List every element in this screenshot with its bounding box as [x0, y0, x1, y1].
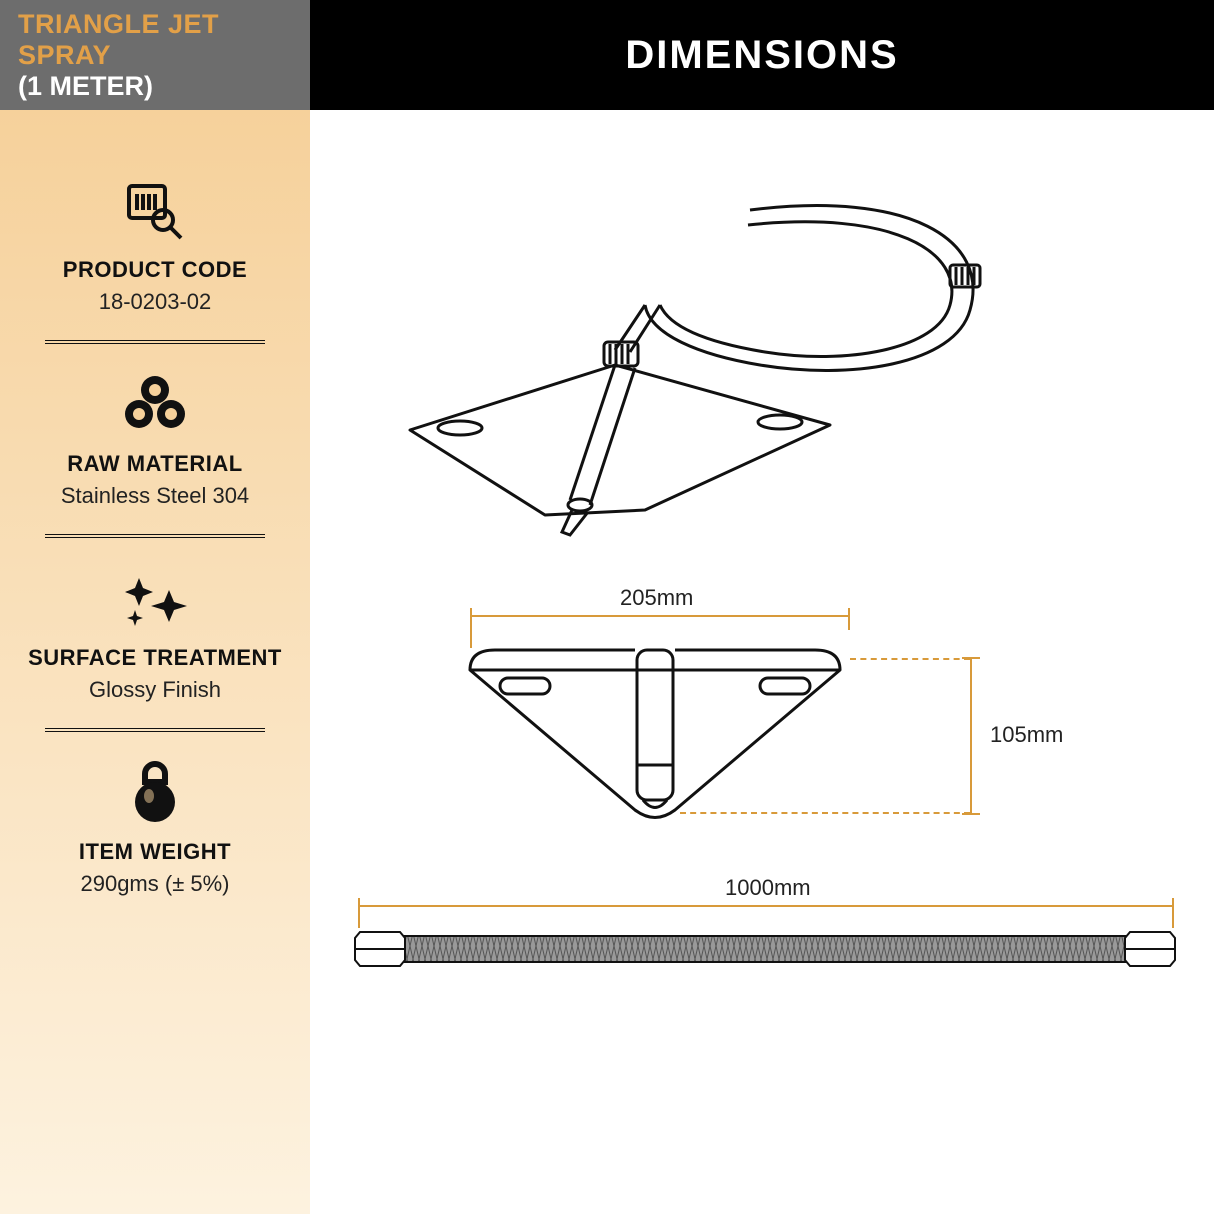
dim-length-label: 1000mm: [725, 875, 811, 901]
spec-label: PRODUCT CODE: [20, 257, 290, 283]
main: PRODUCT CODE 18-0203-02 RAW MATERIAL Sta…: [0, 110, 1214, 1214]
dim-tick: [470, 608, 472, 648]
dim-tick: [358, 898, 360, 928]
spec-label: ITEM WEIGHT: [20, 839, 290, 865]
header-dimensions-block: DIMENSIONS: [310, 0, 1214, 110]
dim-tick: [962, 657, 980, 659]
dim-tick: [848, 608, 850, 630]
spec-value: 18-0203-02: [20, 289, 290, 315]
header: TRIANGLE JET SPRAY (1 METER) DIMENSIONS: [0, 0, 1214, 110]
diagram-area: 205mm 105mm 10: [310, 110, 1214, 1214]
dim-height-label: 105mm: [990, 722, 1063, 748]
perspective-drawing: [390, 170, 1010, 550]
dim-line-length: [360, 905, 1172, 907]
dim-line-width: [472, 615, 848, 617]
header-title-block: TRIANGLE JET SPRAY (1 METER): [0, 0, 310, 110]
front-view-drawing: [460, 630, 850, 830]
pipes-icon: [20, 369, 290, 439]
spec-label: SURFACE TREATMENT: [20, 645, 290, 671]
sparkle-icon: [20, 563, 290, 633]
dimensions-heading: DIMENSIONS: [625, 33, 898, 78]
spec-value: Stainless Steel 304: [20, 483, 290, 509]
spec-value: Glossy Finish: [20, 677, 290, 703]
barcode-search-icon: [20, 175, 290, 245]
spec-surface-treatment: SURFACE TREATMENT Glossy Finish: [20, 538, 290, 728]
product-title: TRIANGLE JET SPRAY: [18, 9, 310, 71]
dim-dash: [850, 658, 970, 660]
product-subtitle: (1 METER): [18, 71, 310, 102]
spec-raw-material: RAW MATERIAL Stainless Steel 304: [20, 344, 290, 534]
dim-width-label: 205mm: [620, 585, 693, 611]
kettlebell-icon: [20, 757, 290, 827]
dim-tick: [962, 813, 980, 815]
hose-drawing: [350, 920, 1180, 980]
spec-label: RAW MATERIAL: [20, 451, 290, 477]
dim-line-height: [970, 658, 972, 814]
dim-tick: [1172, 898, 1174, 928]
spec-product-code: PRODUCT CODE 18-0203-02: [20, 150, 290, 340]
dim-dash: [680, 812, 970, 814]
spec-sidebar: PRODUCT CODE 18-0203-02 RAW MATERIAL Sta…: [0, 110, 310, 1214]
spec-value: 290gms (± 5%): [20, 871, 290, 897]
spec-item-weight: ITEM WEIGHT 290gms (± 5%): [20, 732, 290, 922]
